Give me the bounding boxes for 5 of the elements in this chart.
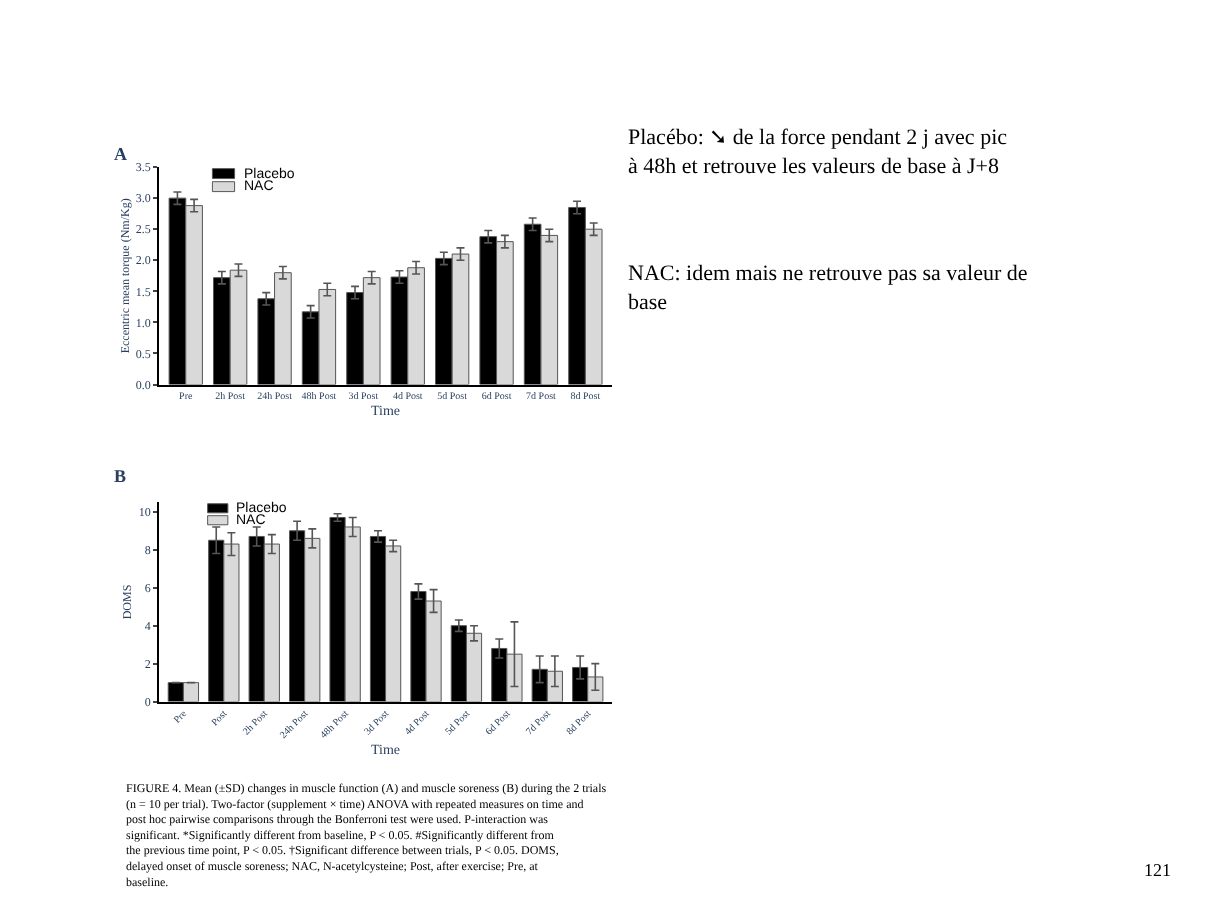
chart-title: A	[114, 144, 128, 164]
text: 121	[1144, 860, 1171, 880]
text: NAC: idem mais ne retrouve pas sa valeur de base	[628, 262, 1028, 315]
chart-title: B	[114, 466, 127, 486]
text: Placébo: ➘ de la force pendant 2 j avec pic à 48h et retrouve les valeurs de base à J+8	[628, 126, 1008, 179]
